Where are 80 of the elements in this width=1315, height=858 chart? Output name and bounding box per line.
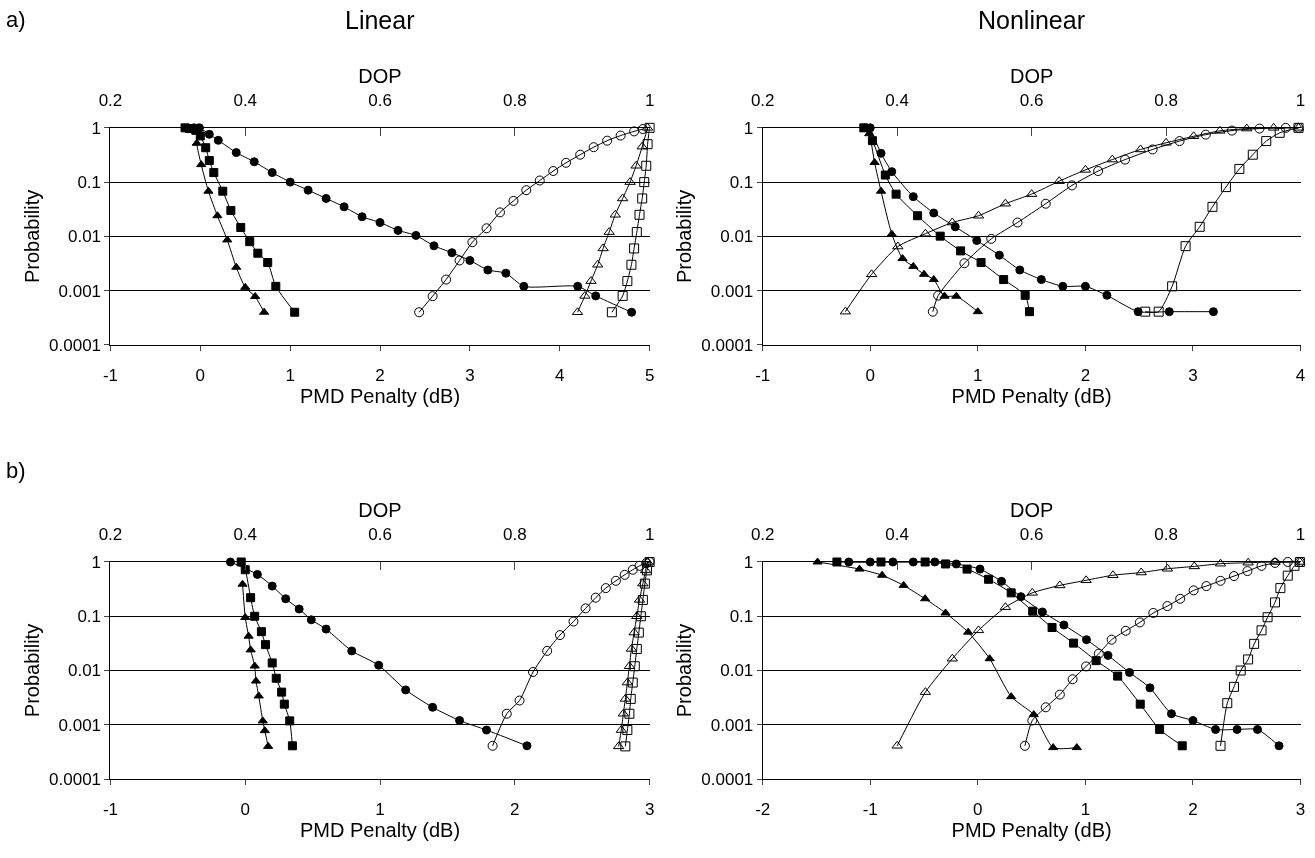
x-tick-label: 1 bbox=[1080, 800, 1091, 820]
y-tick-label: 0.01 bbox=[67, 227, 102, 247]
chart-title: Nonlinear bbox=[978, 6, 1086, 34]
x2-tick-label: 0.6 bbox=[1019, 91, 1044, 111]
x-tick-label: 5 bbox=[644, 366, 655, 386]
y-tick-label: 0.01 bbox=[67, 661, 102, 681]
x-tick-label: 4 bbox=[1295, 366, 1306, 386]
x2-tick-label: 0.6 bbox=[368, 525, 392, 545]
x-tick-label: 0 bbox=[195, 366, 206, 386]
x-tick-label: -1 bbox=[755, 366, 771, 386]
x-tick-label: 4 bbox=[555, 366, 565, 386]
x-tick-label: 3 bbox=[644, 800, 655, 820]
x-tick-label: 0 bbox=[865, 366, 875, 386]
x-axis-title: PMD Penalty (dB) bbox=[951, 819, 1112, 842]
y-tick-label: 1 bbox=[91, 552, 102, 572]
y-tick-label: 0.0001 bbox=[701, 770, 754, 790]
x2-tick-label: 0.8 bbox=[1154, 525, 1178, 545]
x2-tick-label: 0.4 bbox=[885, 525, 909, 545]
x-tick-label: 3 bbox=[1188, 366, 1198, 386]
y-tick-label: 0.0001 bbox=[49, 335, 102, 355]
x2-tick-label: 0.2 bbox=[750, 525, 775, 545]
x-tick-label: 0 bbox=[973, 800, 983, 820]
x2-tick-label: 1 bbox=[1295, 91, 1306, 111]
y-tick-label: 0.001 bbox=[58, 281, 102, 301]
x2-tick-label: 0.6 bbox=[368, 91, 392, 111]
y-tick-label: 0.0001 bbox=[49, 770, 102, 790]
x2-tick-label: 0.8 bbox=[1154, 91, 1178, 111]
x2-axis-title: DOP bbox=[358, 64, 402, 87]
y-tick-label: 0.1 bbox=[77, 173, 102, 193]
text: b) bbox=[6, 458, 26, 483]
y-axis-title: Probability bbox=[20, 623, 43, 718]
y-tick-label: 0.1 bbox=[729, 173, 754, 193]
x2-tick-label: 0.8 bbox=[503, 525, 527, 545]
x-axis-title: PMD Penalty (dB) bbox=[300, 819, 461, 842]
y-axis-title: Probability bbox=[672, 189, 695, 284]
x2-tick-label: 0.2 bbox=[98, 91, 123, 111]
x2-tick-label: 0.8 bbox=[503, 91, 527, 111]
y-tick-label: 0.01 bbox=[720, 227, 754, 247]
x-tick-label: 1 bbox=[973, 366, 983, 386]
x2-tick-label: 0.4 bbox=[233, 525, 258, 545]
x2-tick-label: 1 bbox=[644, 525, 655, 545]
chart-title: Linear bbox=[345, 6, 415, 34]
y-tick-label: 0.001 bbox=[710, 715, 754, 735]
y-tick-label: 1 bbox=[743, 552, 754, 572]
y-tick-label: 0.01 bbox=[720, 661, 754, 681]
x-tick-label: 3 bbox=[1295, 800, 1306, 820]
x2-tick-label: 0.4 bbox=[233, 91, 258, 111]
y-axis-title: Probability bbox=[20, 189, 43, 284]
x2-axis-title: DOP bbox=[1009, 498, 1054, 521]
y-axis-title: Probability bbox=[672, 623, 695, 718]
y-tick-label: 0.0001 bbox=[701, 335, 754, 355]
x2-tick-label: 1 bbox=[644, 91, 655, 111]
x-tick-label: 2 bbox=[375, 366, 385, 386]
x-tick-label: 3 bbox=[465, 366, 475, 386]
x-tick-label: 1 bbox=[285, 366, 295, 386]
y-tick-label: 1 bbox=[743, 118, 754, 138]
y-tick-label: 0.001 bbox=[58, 715, 102, 735]
y-tick-label: 0.1 bbox=[729, 607, 754, 627]
x-tick-label: -1 bbox=[102, 800, 119, 820]
y-tick-label: 0.1 bbox=[77, 607, 102, 627]
x2-tick-label: 0.2 bbox=[98, 525, 123, 545]
x2-tick-label: 0.4 bbox=[885, 91, 909, 111]
x-tick-label: 2 bbox=[510, 800, 520, 820]
x2-axis-title: DOP bbox=[358, 498, 402, 521]
x-tick-label: 2 bbox=[1188, 800, 1198, 820]
x-tick-label: 0 bbox=[240, 800, 250, 820]
x-axis-title: PMD Penalty (dB) bbox=[951, 385, 1112, 408]
x-tick-label: 1 bbox=[375, 800, 385, 820]
text: a) bbox=[6, 7, 26, 32]
y-tick-label: 1 bbox=[91, 118, 102, 138]
x2-tick-label: 1 bbox=[1295, 525, 1306, 545]
y-tick-label: 0.001 bbox=[710, 281, 754, 301]
x-tick-label: -1 bbox=[102, 366, 119, 386]
x-axis-title: PMD Penalty (dB) bbox=[300, 385, 461, 408]
x-tick-label: 2 bbox=[1080, 366, 1091, 386]
x-tick-label: -1 bbox=[862, 800, 878, 820]
x2-tick-label: 0.2 bbox=[750, 91, 775, 111]
x-tick-label: -2 bbox=[755, 800, 771, 820]
x2-axis-title: DOP bbox=[1009, 64, 1054, 87]
x2-tick-label: 0.6 bbox=[1019, 525, 1044, 545]
